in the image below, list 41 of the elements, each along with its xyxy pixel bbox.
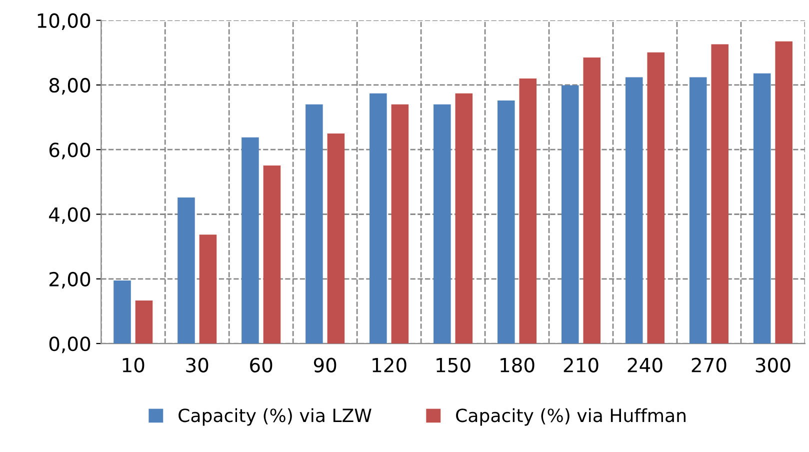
x-tick-label: 120 xyxy=(372,358,406,372)
x-tick-label: 270 xyxy=(692,358,726,372)
bar xyxy=(711,44,728,344)
bar xyxy=(583,58,601,344)
y-tick-label: 0,00 xyxy=(49,336,90,354)
y-tick-label: 4,00 xyxy=(49,207,90,224)
legend-label: Capacity (%) via Huffman xyxy=(456,408,686,426)
y-tick-label: 10,00 xyxy=(38,13,90,30)
bar xyxy=(775,41,792,344)
bar xyxy=(434,104,451,344)
bar xyxy=(370,93,387,344)
bar xyxy=(135,300,153,344)
x-tick-label: 10 xyxy=(122,358,144,372)
bar xyxy=(199,234,217,344)
bar xyxy=(647,52,665,344)
bar xyxy=(455,93,473,344)
bar xyxy=(498,100,515,344)
x-tick-label: 150 xyxy=(436,358,470,372)
y-tick-label: 6,00 xyxy=(49,142,90,160)
x-tick-label: 300 xyxy=(756,358,790,372)
y-tick-label: 2,00 xyxy=(50,272,90,289)
bar xyxy=(306,104,323,344)
bar xyxy=(327,133,345,344)
x-tick-label: 30 xyxy=(186,358,208,372)
legend-label: Capacity (%) via LZW xyxy=(178,408,372,426)
bar xyxy=(561,85,579,344)
x-tick-label: 240 xyxy=(628,358,662,372)
bar xyxy=(753,73,771,344)
bar xyxy=(625,77,643,344)
x-tick-label: 60 xyxy=(250,358,272,372)
x-tick-label: 210 xyxy=(564,358,598,372)
y-tick-label: 8,00 xyxy=(49,78,90,95)
bar xyxy=(391,104,409,344)
bar xyxy=(178,197,195,344)
bar xyxy=(242,137,259,344)
x-tick-label: 90 xyxy=(314,358,336,372)
bar xyxy=(519,78,537,344)
bar xyxy=(263,165,281,344)
bar xyxy=(114,280,131,344)
bar xyxy=(689,77,707,344)
x-tick-label: 180 xyxy=(500,358,534,372)
